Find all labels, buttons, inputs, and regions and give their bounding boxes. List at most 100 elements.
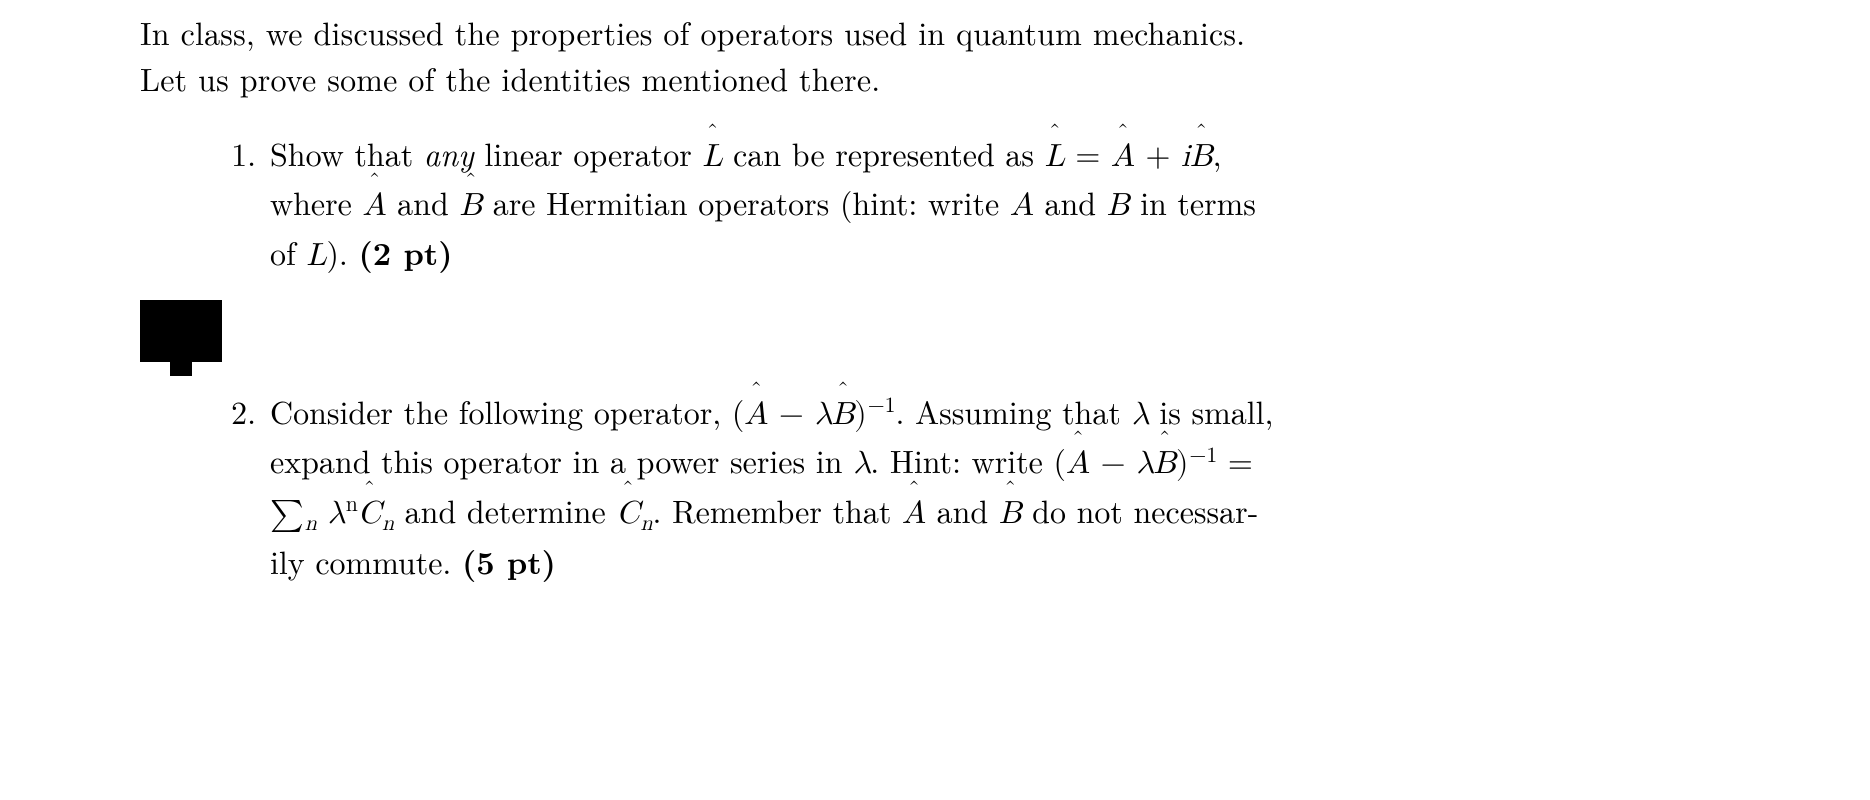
item-number: 2. [210,389,270,435]
operator-letter: C [616,498,639,530]
text: and [387,180,460,225]
text: ily commute. [270,539,462,584]
text: and determine [394,488,616,533]
text: Consider the following operator, ( [270,389,744,434]
equals: = [1217,448,1253,480]
text: are Hermitian operators (hint: write [482,180,1010,225]
lambda: λ [1131,392,1148,438]
subscript-n: n [382,513,394,535]
text: of [270,230,306,275]
hat-accent: ˆ [837,379,849,403]
operator-letter: C [358,498,381,530]
operator-letter: A [902,498,926,530]
operator-letter: A [363,190,387,222]
text: expand this operator in a power series i… [270,438,853,483]
intro-line-1: In class, we discussed the properties of… [140,10,1245,55]
sigma-sum: ∑ [270,492,304,538]
hat-accent: ˆ [1004,478,1016,502]
text: . Assuming that [896,389,1132,434]
text: and [926,488,999,533]
operator-L-hat: ˆL [1045,134,1065,180]
enumerated-list: 1. Show that any linear operator ˆL can … [140,131,1730,585]
operator-letter: L [702,141,722,173]
space [317,488,328,533]
hat-accent: ˆ [1117,121,1129,145]
exponent-inverse: −1 [868,395,896,417]
hat-accent: ˆ [1049,121,1061,145]
operator-L-hat: ˆL [702,134,722,180]
operator-letter: B [832,399,855,431]
text: . Hint: write ( [870,438,1066,483]
subscript-n: n [640,513,652,535]
lambda: λ [328,491,345,537]
operator-C-hat: ˆC [616,491,639,537]
redaction-block [140,300,222,362]
comma: , [1213,131,1222,176]
operator-letter: B [1190,141,1213,173]
close-paren: ) [1176,448,1188,480]
text: ). [326,230,358,275]
text: linear operator [474,131,703,176]
imaginary-i: i [1181,134,1190,180]
operator-A-hat: ˆA [902,491,926,537]
operator-letter: B [999,498,1022,530]
exponent-n: n [346,494,358,516]
hat-accent: ˆ [1159,428,1171,452]
variable-A: A [1010,183,1034,229]
operator-A-hat: ˆA [1066,441,1090,487]
operator-letter: A [1066,448,1090,480]
lambda: λ [814,392,831,438]
hat-accent: ˆ [465,170,477,194]
operator-letter: B [459,190,482,222]
text: do not necessar- [1022,488,1259,533]
intro-line-2: Let us prove some of the identities ment… [140,56,880,101]
operator-A-hat: ˆA [744,392,768,438]
exponent-inverse: −1 [1189,445,1217,467]
item-number: 1. [210,131,270,177]
list-item-1: 1. Show that any linear operator ˆL can … [210,131,1730,279]
operator-A-hat: ˆA [363,183,387,229]
hat-accent: ˆ [1072,428,1084,452]
minus: − [768,399,814,431]
text: where [270,180,363,225]
plus: + [1135,141,1181,173]
close-paren: ) [854,399,866,431]
minus: − [1090,448,1136,480]
operator-B-hat: ˆB [999,491,1022,537]
text: and [1034,180,1107,225]
document-page: In class, we discussed the properties of… [0,0,1870,800]
list-item-2: 2. Consider the following operator, (ˆA … [210,389,1730,585]
text: Show that [270,131,424,176]
hat-accent: ˆ [750,379,762,403]
lambda: λ [853,441,870,487]
item-body: Show that any linear operator ˆL can be … [270,131,1730,279]
hat-accent: ˆ [1195,121,1207,145]
lambda: λ [1136,441,1153,487]
hat-accent: ˆ [363,478,375,502]
hat-accent: ˆ [706,121,718,145]
points-label: (5 pt) [462,539,556,584]
text: can be represented as [722,131,1044,176]
item-body: Consider the following operator, (ˆA − λ… [270,389,1730,585]
operator-letter: A [744,399,768,431]
text: in terms [1129,180,1255,225]
variable-B: B [1107,183,1130,229]
text: . Remember that [653,488,902,533]
hat-accent: ˆ [908,478,920,502]
operator-C-hat: ˆC [358,491,381,537]
intro-paragraph: In class, we discussed the properties of… [140,10,1730,103]
operator-B-hat: ˆB [459,183,482,229]
hat-accent: ˆ [622,478,634,502]
variable-L: L [306,233,326,279]
operator-letter: B [1153,448,1176,480]
operator-letter: L [1045,141,1065,173]
equals: = [1065,141,1111,173]
operator-B-hat: ˆB [832,392,855,438]
operator-A-hat: ˆA [1111,134,1135,180]
subscript-n: n [305,513,317,535]
hat-accent: ˆ [369,170,381,194]
operator-letter: A [1111,141,1135,173]
points-label: (2 pt) [358,230,452,275]
operator-B-hat: ˆB [1190,134,1213,180]
operator-B-hat: ˆB [1153,441,1176,487]
